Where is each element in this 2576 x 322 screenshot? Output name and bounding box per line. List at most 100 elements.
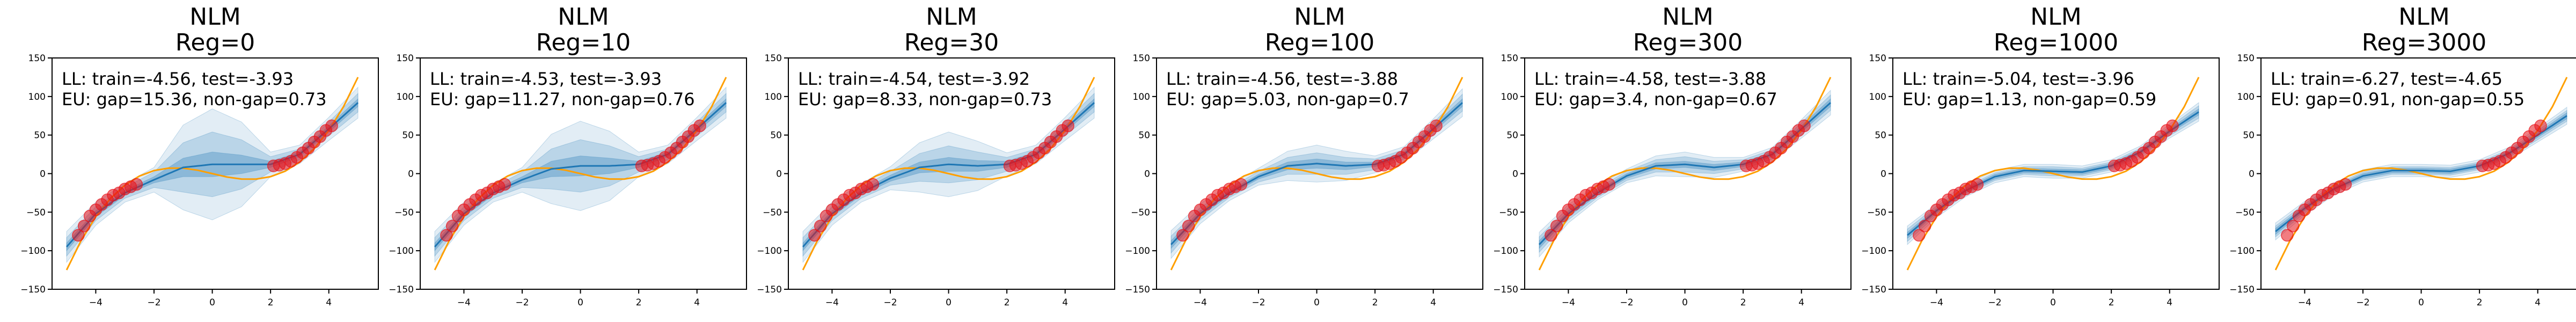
y-tick-label: 50 — [2243, 130, 2255, 141]
panel-title-method: NLM — [1294, 3, 1345, 31]
y-tick-label: 0 — [1144, 169, 1150, 180]
x-tick-label: 4 — [326, 297, 332, 308]
training-point — [325, 119, 338, 133]
training-point — [2166, 119, 2179, 133]
x-tick-label: 2 — [2109, 297, 2114, 308]
panel-title-method: NLM — [189, 3, 240, 31]
x-tick-label: 0 — [577, 297, 583, 308]
y-tick-label: −100 — [1493, 246, 1518, 257]
x-tick-label: 2 — [2477, 297, 2483, 308]
uncertainty-band-inner — [1907, 108, 2199, 239]
x-tick-label: −2 — [883, 297, 897, 308]
training-point — [72, 229, 85, 242]
annotation-ll: LL: train=-4.54, test=-3.92 — [798, 69, 1030, 89]
plot-area — [1906, 77, 2200, 270]
uncertainty-band-inner — [2275, 112, 2567, 236]
training-point — [1602, 178, 1616, 191]
annotation-eu: EU: gap=8.33, non-gap=0.73 — [798, 89, 1052, 109]
plot-area — [1538, 77, 1832, 270]
y-tick-label: −100 — [389, 246, 414, 257]
y-tick-label: −150 — [1493, 284, 1518, 295]
x-tick-label: −4 — [457, 297, 471, 308]
training-point — [693, 119, 706, 133]
training-point — [445, 219, 459, 232]
x-tick-label: 2 — [1372, 297, 1378, 308]
x-tick-label: −2 — [515, 297, 529, 308]
panel-title-reg: Reg=1000 — [1994, 29, 2118, 56]
training-point — [1550, 219, 1563, 232]
x-tick-label: 2 — [636, 297, 642, 308]
panel-title-reg: Reg=100 — [1265, 29, 1374, 56]
y-tick-label: 100 — [28, 92, 46, 103]
x-tick-label: −4 — [2298, 297, 2311, 308]
y-tick-label: 150 — [765, 53, 782, 64]
training-point — [1176, 229, 1189, 242]
y-tick-label: 0 — [1512, 169, 1518, 180]
y-tick-label: 50 — [1875, 130, 1886, 141]
uncertainty-band-inner — [66, 98, 358, 252]
y-tick-label: −100 — [20, 246, 46, 257]
y-tick-label: 100 — [1133, 92, 1150, 103]
y-tick-label: 150 — [397, 53, 414, 64]
y-tick-label: 100 — [1869, 92, 1886, 103]
panel-title-method: NLM — [2030, 3, 2081, 31]
y-tick-label: −150 — [2229, 284, 2255, 295]
training-point — [1971, 178, 1984, 191]
y-tick-label: −50 — [1499, 207, 1518, 218]
y-tick-label: −50 — [394, 207, 414, 218]
y-tick-label: 0 — [776, 169, 782, 180]
plot-area — [65, 77, 359, 270]
training-point — [1798, 119, 1811, 133]
training-point — [808, 229, 821, 242]
panel-title-reg: Reg=3000 — [2362, 29, 2486, 56]
y-tick-label: 100 — [1501, 92, 1518, 103]
x-tick-label: 4 — [2535, 297, 2541, 308]
panel-title-method: NLM — [926, 3, 977, 31]
x-tick-label: 2 — [1004, 297, 1010, 308]
annotation-eu: EU: gap=5.03, non-gap=0.7 — [1166, 89, 1409, 109]
y-tick-label: −150 — [1861, 284, 1886, 295]
training-point — [440, 229, 453, 242]
training-point — [2281, 229, 2294, 242]
training-point — [77, 219, 91, 232]
uncertainty-band-inner — [1170, 98, 1463, 250]
annotation-ll: LL: train=-4.53, test=-3.93 — [430, 69, 662, 89]
uncertainty-band-outer — [802, 86, 1095, 264]
x-tick-label: −4 — [1562, 297, 1575, 308]
training-point — [2286, 219, 2300, 232]
y-tick-label: 0 — [40, 169, 46, 180]
annotation-ll: LL: train=-6.27, test=-4.65 — [2271, 69, 2502, 89]
panel-title-method: NLM — [558, 3, 609, 31]
annotation-ll: LL: train=-4.56, test=-3.88 — [1166, 69, 1398, 89]
uncertainty-band-outer — [66, 86, 358, 264]
x-tick-label: 0 — [1314, 297, 1320, 308]
y-tick-label: 100 — [765, 92, 782, 103]
x-tick-label: 0 — [946, 297, 952, 308]
y-tick-label: 150 — [1869, 53, 1886, 64]
training-point — [498, 178, 511, 191]
x-tick-label: 2 — [1740, 297, 1746, 308]
x-tick-label: 0 — [209, 297, 215, 308]
training-point — [866, 178, 880, 191]
x-tick-label: −2 — [1988, 297, 2001, 308]
annotation-eu: EU: gap=0.91, non-gap=0.55 — [2271, 89, 2524, 109]
uncertainty-band-outer — [434, 86, 727, 264]
annotation-eu: EU: gap=1.13, non-gap=0.59 — [1902, 89, 2156, 109]
y-tick-label: −100 — [1125, 246, 1150, 257]
training-point — [1182, 219, 1195, 232]
y-tick-label: −50 — [26, 207, 46, 218]
x-tick-label: −2 — [1252, 297, 1265, 308]
training-point — [1913, 229, 1926, 242]
x-tick-label: 4 — [1798, 297, 1804, 308]
x-tick-label: −4 — [1930, 297, 1943, 308]
y-tick-label: 150 — [1133, 53, 1150, 64]
x-tick-label: −4 — [89, 297, 103, 308]
annotation-eu: EU: gap=3.4, non-gap=0.67 — [1534, 89, 1777, 109]
y-tick-label: 50 — [402, 130, 414, 141]
plot-area — [1170, 77, 1463, 270]
training-point — [2534, 119, 2547, 133]
